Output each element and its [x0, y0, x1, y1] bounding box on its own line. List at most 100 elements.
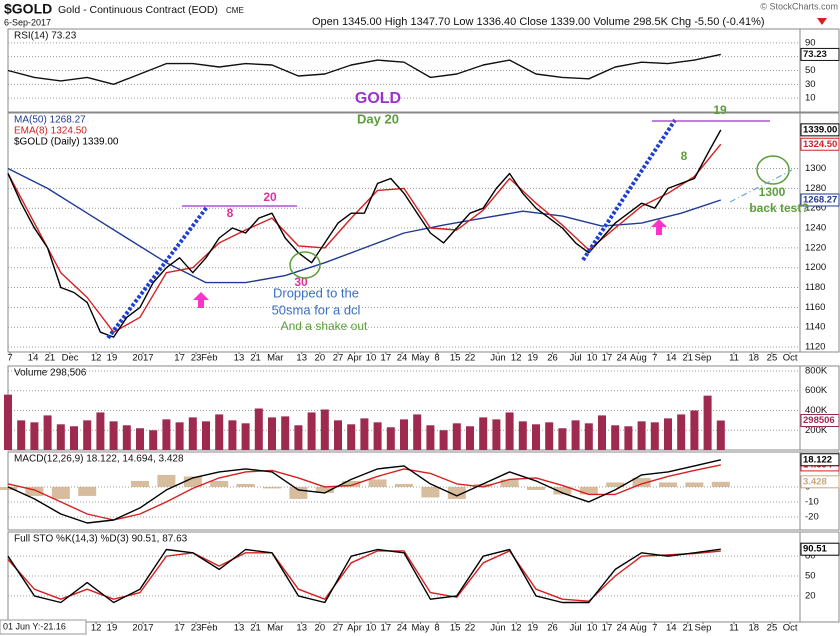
x-tick-label: 17 — [174, 353, 185, 364]
x-tick-label: 17 — [381, 353, 392, 364]
x-tick-label: Aug — [630, 353, 647, 364]
symbol: $GOLD — [4, 1, 52, 17]
x-tick-label: Jul — [570, 353, 582, 364]
bar — [149, 430, 158, 450]
bar — [109, 421, 118, 450]
bar — [30, 422, 39, 450]
circle — [289, 251, 321, 279]
bar — [281, 416, 290, 450]
bar — [386, 427, 395, 450]
y-tick-label: 50 — [805, 571, 816, 582]
x-tick-label: 27 — [333, 353, 344, 364]
x-tick-label: 19 — [527, 353, 538, 364]
x-tick-label: 18 — [749, 623, 760, 634]
bar — [606, 482, 625, 487]
x-tick-label: 17 — [381, 623, 392, 634]
bar — [632, 477, 651, 487]
bar — [342, 480, 361, 487]
x-tick-label: 12 — [511, 623, 522, 634]
x-tick-label: 2017 — [132, 353, 153, 364]
x-tick-label: Mar — [267, 353, 283, 364]
x-tick-label: 12 — [91, 623, 102, 634]
x-tick-label: Apr — [347, 353, 362, 364]
x-tick-label: 10 — [587, 623, 598, 634]
bar — [558, 428, 567, 450]
y-tick-label: 1220 — [805, 242, 826, 253]
axis-strip — [799, 28, 840, 113]
bar — [43, 415, 52, 450]
x-tick-label: Apr — [347, 623, 362, 634]
bar — [637, 421, 646, 450]
bar — [716, 420, 725, 450]
y-tick-label: 1180 — [805, 282, 825, 293]
x-tick-label: 27 — [333, 623, 344, 634]
bar — [268, 417, 276, 450]
x-tick-label: Mar — [267, 623, 283, 634]
bar — [215, 414, 224, 450]
bar — [474, 483, 493, 487]
x-tick-label: 17 — [602, 623, 613, 634]
x-tick-label: 22 — [465, 623, 476, 634]
axis-strip — [799, 365, 840, 451]
bar — [650, 422, 659, 450]
bar — [611, 425, 620, 450]
bar — [320, 409, 329, 450]
bar — [527, 486, 545, 490]
trendline — [581, 118, 677, 262]
value-label: 90.51 — [803, 544, 827, 555]
legend-entry: MA(50) 1268.27 — [14, 115, 86, 126]
x-tick-label: Feb — [201, 623, 217, 634]
bar — [395, 483, 413, 487]
description: Gold - Continuous Contract (EOD) — [58, 4, 218, 16]
bar — [254, 408, 263, 450]
bar — [334, 420, 342, 450]
bar — [183, 476, 202, 487]
value-box — [800, 47, 840, 61]
x-tick-label: 13 — [234, 623, 245, 634]
circle — [756, 155, 790, 185]
bar — [532, 424, 540, 450]
bar — [479, 417, 488, 450]
bar — [70, 426, 78, 450]
x-tick-label: 25 — [767, 353, 778, 364]
x-tick-label: Oct — [783, 353, 798, 364]
bar — [315, 486, 334, 493]
annotation: Day 20 — [357, 111, 399, 126]
bar — [400, 419, 408, 450]
bar — [78, 486, 97, 496]
bar — [96, 412, 105, 450]
x-tick-label: 7 — [7, 353, 12, 364]
y-tick-label: 1140 — [805, 322, 825, 333]
value-label: 73.23 — [803, 49, 827, 60]
bar — [289, 486, 308, 499]
y-tick-label: 50 — [805, 65, 816, 76]
bar — [553, 486, 572, 495]
y-tick-label: 1120 — [805, 342, 825, 353]
x-tick-label: 10 — [587, 353, 598, 364]
bar — [452, 423, 461, 450]
x-tick-label: 11 — [729, 353, 739, 364]
value-box — [800, 137, 840, 151]
annotation: 19 — [713, 103, 727, 117]
bar — [131, 480, 149, 487]
y-tick-label: 400K — [805, 405, 828, 416]
arrow — [651, 219, 667, 235]
x-tick-label: Jul — [570, 623, 582, 634]
x-tick-label: 19 — [107, 623, 118, 634]
y-tick-label: 30 — [805, 79, 816, 90]
annotation: 1300 — [759, 185, 786, 199]
x-tick-label: Jun — [490, 623, 505, 634]
x-tick-label: 12 — [511, 353, 522, 364]
bar — [210, 480, 229, 487]
bar — [579, 486, 598, 495]
x-tick-label: 2017 — [132, 623, 153, 634]
value-label: 1268.27 — [803, 195, 837, 206]
axis-strip — [799, 112, 840, 353]
x-tick-label: Oct — [783, 623, 798, 634]
bar — [360, 418, 369, 450]
x-tick-label: 21 — [45, 353, 56, 364]
bar — [624, 426, 633, 450]
bar — [0, 486, 17, 490]
bar — [413, 414, 422, 450]
